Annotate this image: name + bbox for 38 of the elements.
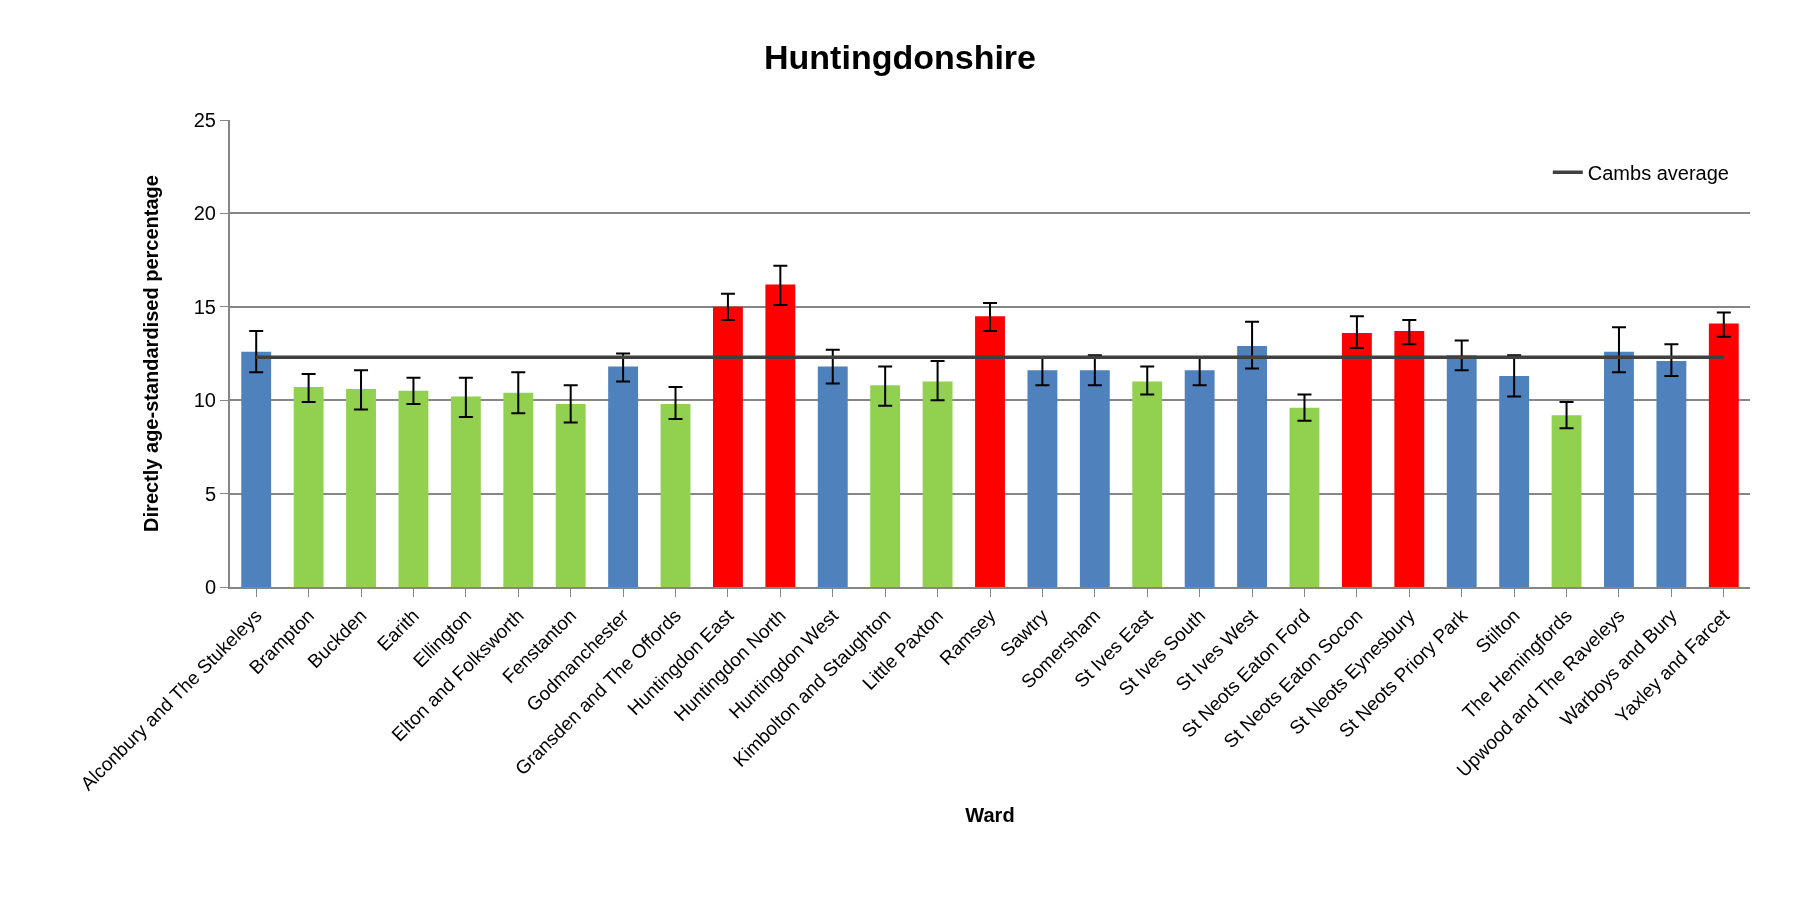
bar (1394, 331, 1425, 587)
y-tick-label: 5 (204, 482, 216, 505)
chart-title: Huntingdonshire (764, 38, 1036, 77)
bar (660, 403, 691, 587)
bar (608, 366, 639, 587)
bar (1289, 407, 1320, 587)
y-tick-label: 25 (193, 109, 216, 131)
bar (1656, 360, 1687, 587)
bar (1132, 381, 1163, 587)
bar (817, 366, 848, 587)
bar (922, 381, 953, 587)
bar (1079, 370, 1110, 587)
bar (293, 387, 324, 587)
bar (870, 385, 901, 587)
bar (503, 392, 534, 587)
bar (1708, 323, 1739, 587)
bar (1237, 346, 1268, 587)
y-tick-label: 10 (193, 389, 216, 412)
bar (555, 403, 586, 587)
bar (1341, 332, 1372, 587)
bar (1551, 415, 1582, 587)
y-tick-label: 15 (193, 295, 216, 318)
bar (765, 284, 796, 587)
bar (1184, 370, 1215, 587)
bar (450, 396, 481, 587)
bar (398, 390, 429, 587)
bar (241, 351, 272, 587)
y-tick-label: 20 (193, 202, 216, 225)
bar (346, 388, 376, 587)
bar (1027, 370, 1058, 587)
bar (712, 306, 743, 587)
bar (1499, 375, 1530, 587)
legend-label: Cambs average (1587, 161, 1729, 184)
y-axis-title: Directly age-standardised percentage (139, 175, 162, 532)
bar (975, 316, 1005, 587)
bar (1604, 351, 1634, 587)
y-tick-label: 0 (204, 576, 216, 598)
x-axis-title: Ward (965, 804, 1015, 827)
